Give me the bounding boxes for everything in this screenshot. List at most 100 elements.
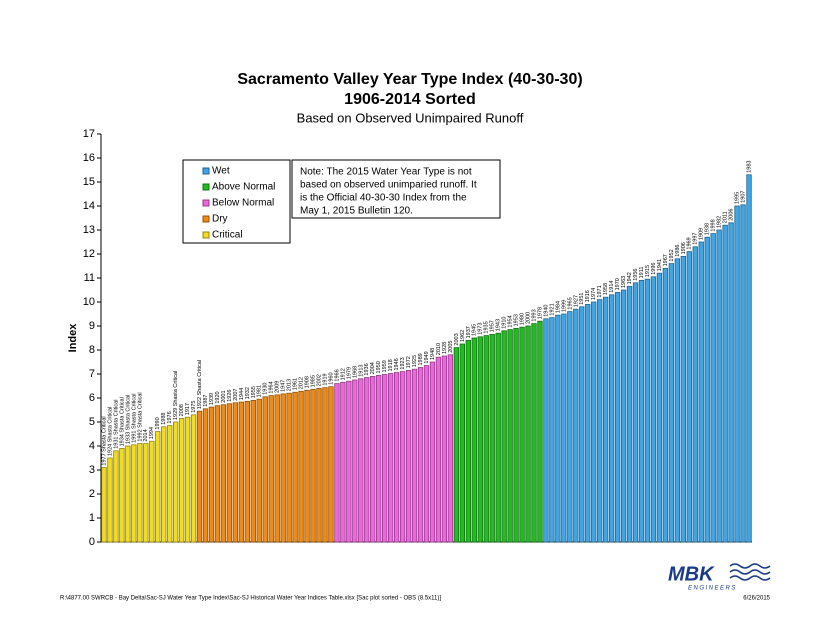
bar-year-label: 2004 <box>370 362 376 374</box>
bar <box>346 380 352 543</box>
bar-year-label: 1957 <box>490 320 496 332</box>
bar <box>196 410 203 543</box>
bar <box>208 406 215 543</box>
bar-year-label: 1954 <box>508 315 514 327</box>
bar <box>178 417 185 543</box>
bar <box>250 399 256 543</box>
bar <box>477 336 483 543</box>
bar-year-label: 1981 <box>257 385 263 397</box>
bar-year-label: 1941 <box>657 259 663 271</box>
bar-year-label: 1970 <box>615 278 621 290</box>
bar-year-label: 1980 <box>520 313 526 325</box>
bar <box>740 204 746 543</box>
bar-year-label: 1935 <box>484 321 490 333</box>
footer: R:\4877.00 SWRCB - Bay Delta\Sac-SJ Wate… <box>60 596 441 602</box>
bar-year-label: 1926 <box>227 390 233 402</box>
bar <box>340 381 346 543</box>
bar-year-label: 1969 <box>687 237 693 249</box>
y-tick-label: 17 <box>83 128 95 140</box>
bar-year-label: 1910 <box>502 317 508 329</box>
bar-year-label: 2012 <box>299 377 305 389</box>
chart-title: Sacramento Valley Year Type Index (40-30… <box>237 71 582 88</box>
bar-year-label: 1960 <box>328 372 334 384</box>
bar <box>131 444 137 543</box>
bar-year-label: 1936 <box>364 363 370 375</box>
y-axis-label: Index <box>67 323 79 353</box>
bar-year-label: 1952 <box>669 249 675 261</box>
bar <box>310 388 316 543</box>
bar <box>716 229 722 543</box>
chart-subtitle-2: Based on Observed Unimpaired Runoff <box>297 110 524 125</box>
y-tick-label: 8 <box>89 344 95 356</box>
y-tick-label: 14 <box>83 200 95 212</box>
bar <box>405 369 412 543</box>
bar-year-label: 1956 <box>633 269 639 281</box>
legend-swatch <box>202 199 210 207</box>
bar-year-label: 1913 <box>358 365 364 377</box>
bar <box>113 450 119 543</box>
y-tick-label: 9 <box>89 320 95 332</box>
bar-year-label: 1924 Shasta Critical <box>107 407 113 456</box>
bar-year-label: 1991 Shasta Critical <box>131 394 137 443</box>
bar <box>364 377 370 543</box>
bar <box>328 386 334 543</box>
bar <box>167 425 173 543</box>
bar <box>220 404 227 543</box>
bar <box>567 311 573 543</box>
bar-year-label: 1976 <box>167 411 173 423</box>
logo-waves <box>729 563 771 581</box>
y-tick-label: 4 <box>89 440 95 452</box>
bar-year-label: 1951 <box>579 293 585 305</box>
bar-year-label: 1993 <box>531 309 537 321</box>
bar-year-label: 1920 <box>215 391 221 403</box>
bar <box>155 431 161 543</box>
bar <box>107 457 113 543</box>
bar-year-label: 1963 <box>621 276 627 288</box>
bar <box>280 393 286 543</box>
bar <box>543 318 549 543</box>
bar-year-label: 1915 <box>645 265 651 277</box>
bar <box>603 296 609 543</box>
bar-year-label: 1919 <box>322 373 328 385</box>
bar <box>579 306 585 543</box>
bar <box>202 408 209 543</box>
bar <box>489 333 495 543</box>
bar-year-label: 1992 Shasta Critical <box>137 392 143 441</box>
bar <box>650 276 657 543</box>
bar-year-label: 1948 <box>430 348 436 360</box>
legend-swatch <box>202 167 210 175</box>
bar-year-label: 1968 <box>352 366 358 378</box>
bar-year-label: 1911 <box>639 267 645 279</box>
bar-year-label: 1998 <box>711 219 717 231</box>
bar <box>531 323 537 543</box>
bar-year-label: 1906 <box>681 242 687 254</box>
bar-year-label: 1958 <box>603 283 609 295</box>
bar-year-label: 1979 <box>346 367 352 379</box>
bar <box>620 289 627 543</box>
bar <box>507 329 513 543</box>
bar-year-label: 2002 <box>316 374 322 386</box>
bar <box>298 390 304 543</box>
bar <box>393 372 400 543</box>
y-tick-label: 7 <box>89 368 95 380</box>
bar <box>638 279 645 543</box>
bar <box>143 443 149 543</box>
chart-subtitle: 1906-2014 Sorted <box>344 91 476 108</box>
bar <box>382 374 388 543</box>
y-tick-label: 15 <box>83 176 95 188</box>
bar-year-label: 2011 <box>723 211 729 223</box>
bar <box>728 222 734 543</box>
y-tick-label: 6 <box>89 392 95 404</box>
y-tick-label: 2 <box>89 488 95 500</box>
bar <box>238 401 245 543</box>
y-tick-label: 12 <box>83 248 95 260</box>
bar-year-label: 1994 <box>149 427 155 439</box>
bar-year-label: 1973 <box>478 323 484 335</box>
bar <box>268 395 274 543</box>
y-tick-label: 10 <box>83 296 95 308</box>
bar-year-label: 2008 <box>179 404 185 416</box>
legend-swatch <box>202 215 210 223</box>
y-tick-label: 1 <box>89 512 95 524</box>
y-tick-label: 5 <box>89 416 95 428</box>
bar-year-label: 2001 <box>221 390 227 402</box>
